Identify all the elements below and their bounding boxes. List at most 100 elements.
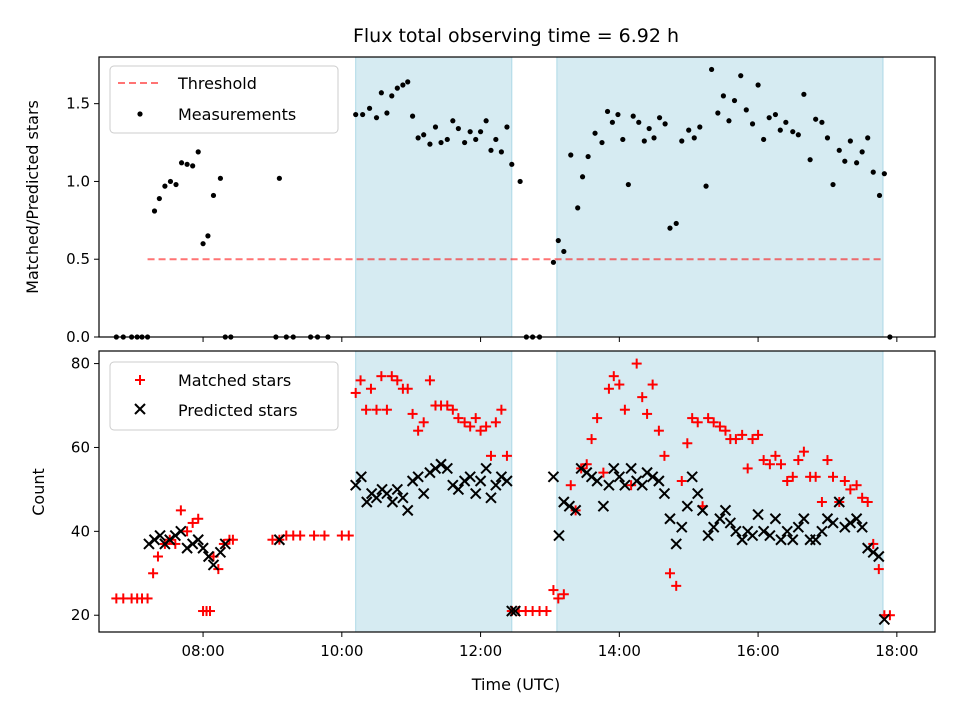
- measurement-point: [477, 129, 484, 135]
- matched-star-point: [309, 530, 320, 541]
- shaded-interval-0: [355, 350, 513, 633]
- measurement-point: [184, 161, 190, 167]
- predicted-star-point: [464, 471, 476, 483]
- predicted-star-point: [696, 504, 709, 517]
- predicted-star-point: [506, 605, 518, 617]
- predicted-star-point: [653, 475, 665, 487]
- measurement-point: [415, 135, 421, 141]
- matched-star-point: [637, 392, 648, 403]
- measurement-point: [749, 121, 756, 127]
- measurement-point: [662, 121, 668, 127]
- top-axes-frame: [98, 56, 936, 338]
- measurement-point: [731, 97, 738, 104]
- measurement-point: [178, 160, 185, 166]
- predicted-star-point: [787, 534, 799, 546]
- measurement-point: [409, 113, 416, 119]
- matched-star-point: [714, 421, 725, 432]
- measurement-point: [830, 181, 836, 188]
- matched-star-point: [371, 404, 382, 415]
- matched-star-point: [703, 413, 714, 424]
- matched-star-point: [816, 496, 827, 507]
- predicted-star-point: [547, 471, 560, 483]
- bottom-x-ticks: 08:00 10:00 12:00 14:00 16:00 18:00: [181, 632, 918, 660]
- measurement-point: [697, 124, 703, 130]
- measurement-point: [766, 115, 772, 121]
- measurement-point: [801, 91, 807, 97]
- y-tick-label: 80: [71, 355, 90, 373]
- measurement-point: [615, 111, 621, 118]
- measurement-point: [568, 152, 574, 158]
- matched-star-point: [642, 408, 653, 419]
- matched-star-point: [664, 568, 675, 579]
- shaded-interval-0: [355, 56, 513, 338]
- legend-matched-swatch: [135, 375, 145, 385]
- measurement-point: [859, 149, 865, 155]
- measurement-point: [467, 129, 473, 135]
- x-tick-label: 18:00: [875, 642, 918, 660]
- predicted-star-point: [730, 525, 742, 538]
- bottom-legend-box: [109, 361, 339, 431]
- predicted-star-point: [563, 500, 576, 512]
- matched-star-point: [631, 358, 642, 369]
- predicted-star-point: [214, 546, 227, 559]
- matched-star-point: [671, 580, 682, 591]
- bottom-shaded-intervals: [355, 350, 884, 633]
- matched-star-point: [682, 438, 693, 449]
- predicted-star-point: [509, 605, 521, 617]
- matched-star-point: [659, 450, 670, 461]
- measurement-point: [400, 82, 406, 88]
- measurement-point: [790, 129, 796, 135]
- x-tick-label: 10:00: [320, 642, 363, 660]
- predicted-star-point: [833, 496, 845, 508]
- measurement-point: [679, 138, 685, 144]
- measurement-point: [200, 241, 206, 247]
- y-tick-label: 40: [71, 522, 90, 540]
- measurement-point: [715, 110, 721, 116]
- predicted-star-point: [485, 492, 497, 504]
- legend-measurements-swatch: [137, 111, 143, 117]
- predicted-star-point: [878, 613, 891, 626]
- predicted-star-point: [646, 471, 659, 483]
- bottom-x-axis-label: Time (UTC): [471, 675, 560, 694]
- predicted-star-point: [435, 458, 447, 470]
- matched-star-point: [747, 434, 758, 445]
- measurement-point: [599, 139, 605, 146]
- predicted-star-point: [202, 550, 215, 563]
- measurement-point: [755, 82, 761, 88]
- matched-star-point: [148, 568, 159, 579]
- top-legend: Threshold Measurements: [109, 65, 339, 134]
- y-tick-label: 1.5: [66, 95, 90, 113]
- measurement-point: [625, 181, 631, 188]
- matched-star-point: [465, 421, 476, 432]
- predicted-star-point: [736, 534, 748, 546]
- matched-star-point: [782, 476, 793, 487]
- x-tick-label: 12:00: [459, 642, 502, 660]
- measurement-point: [444, 136, 450, 143]
- y-tick-label: 0.5: [66, 250, 90, 268]
- measurement-point: [630, 113, 636, 119]
- measurement-point: [378, 90, 384, 96]
- y-tick-label: 20: [71, 606, 90, 624]
- measurement-point: [881, 171, 887, 177]
- predicted-star-point: [349, 479, 362, 491]
- measurement-point: [720, 93, 726, 99]
- predicted-star-point: [219, 538, 231, 550]
- measurement-point: [620, 136, 626, 143]
- predicted-star-point: [441, 462, 453, 475]
- predicted-star-point: [154, 529, 166, 542]
- measurement-point: [151, 208, 158, 214]
- predicted-star-point: [746, 529, 759, 542]
- measurement-point: [167, 178, 174, 185]
- top-legend-box: [109, 65, 339, 134]
- predicted-star-point: [714, 513, 726, 525]
- matched-star-point: [764, 459, 775, 470]
- predicted-star-point: [553, 529, 565, 542]
- measurement-point: [389, 93, 395, 99]
- top-y-ticks: 0.0 0.5 1.0 1.5: [66, 95, 99, 346]
- measurement-point: [384, 110, 390, 116]
- matched-star-point: [619, 404, 630, 415]
- predicted-star-point: [417, 487, 430, 500]
- measurement-point: [636, 119, 642, 125]
- measurement-point: [865, 135, 871, 141]
